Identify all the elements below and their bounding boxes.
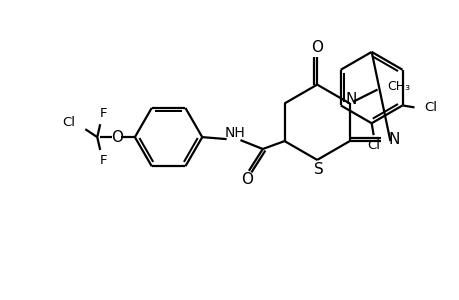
Text: F: F	[99, 154, 106, 167]
Text: CH₃: CH₃	[386, 80, 410, 93]
Text: N: N	[344, 92, 356, 107]
Text: NH: NH	[224, 126, 244, 140]
Text: F: F	[99, 107, 106, 120]
Text: O: O	[241, 172, 252, 187]
Text: Cl: Cl	[366, 139, 379, 152]
Text: Cl: Cl	[424, 101, 437, 114]
Text: Cl: Cl	[62, 116, 75, 129]
Text: O: O	[310, 40, 323, 56]
Text: S: S	[313, 162, 323, 177]
Text: O: O	[111, 130, 123, 145]
Text: N: N	[387, 132, 399, 147]
